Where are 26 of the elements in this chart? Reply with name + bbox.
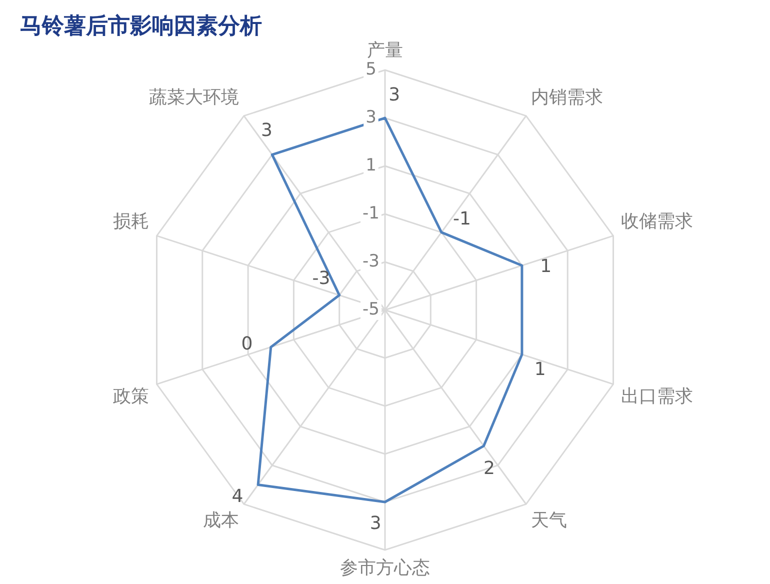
spoke-label: 收储需求 (620, 211, 693, 232)
y-tick-label: -5 (362, 299, 380, 320)
y-tick-label: 5 (366, 59, 376, 80)
data-label: 1 (540, 256, 552, 278)
chart-title: 马铃薯后市影响因素分析 (20, 12, 262, 39)
spoke-label: 天气 (530, 510, 567, 532)
spoke-label: 成本 (203, 510, 240, 532)
y-tick-label: 1 (366, 155, 376, 176)
spoke-label: 蔬菜大环境 (149, 87, 240, 108)
spoke-label: 政策 (113, 386, 150, 408)
data-label: 4 (232, 486, 244, 507)
spoke-label: 出口需求 (620, 386, 693, 408)
spoke-label: 参市方心态 (340, 557, 430, 578)
data-label: 3 (388, 84, 400, 106)
data-label: 3 (260, 120, 272, 141)
data-label: 0 (241, 334, 253, 355)
data-label: 2 (483, 458, 495, 479)
spoke-label: 内销需求 (530, 87, 603, 108)
y-tick-label: -3 (362, 251, 380, 272)
data-label: -3 (312, 268, 330, 290)
data-label: -1 (453, 208, 471, 230)
data-label: 1 (534, 358, 546, 380)
y-tick-label: 3 (366, 107, 376, 128)
spoke-label: 产量 (367, 40, 403, 61)
spoke-label: 损耗 (113, 211, 150, 232)
y-tick-label: -1 (362, 203, 380, 224)
